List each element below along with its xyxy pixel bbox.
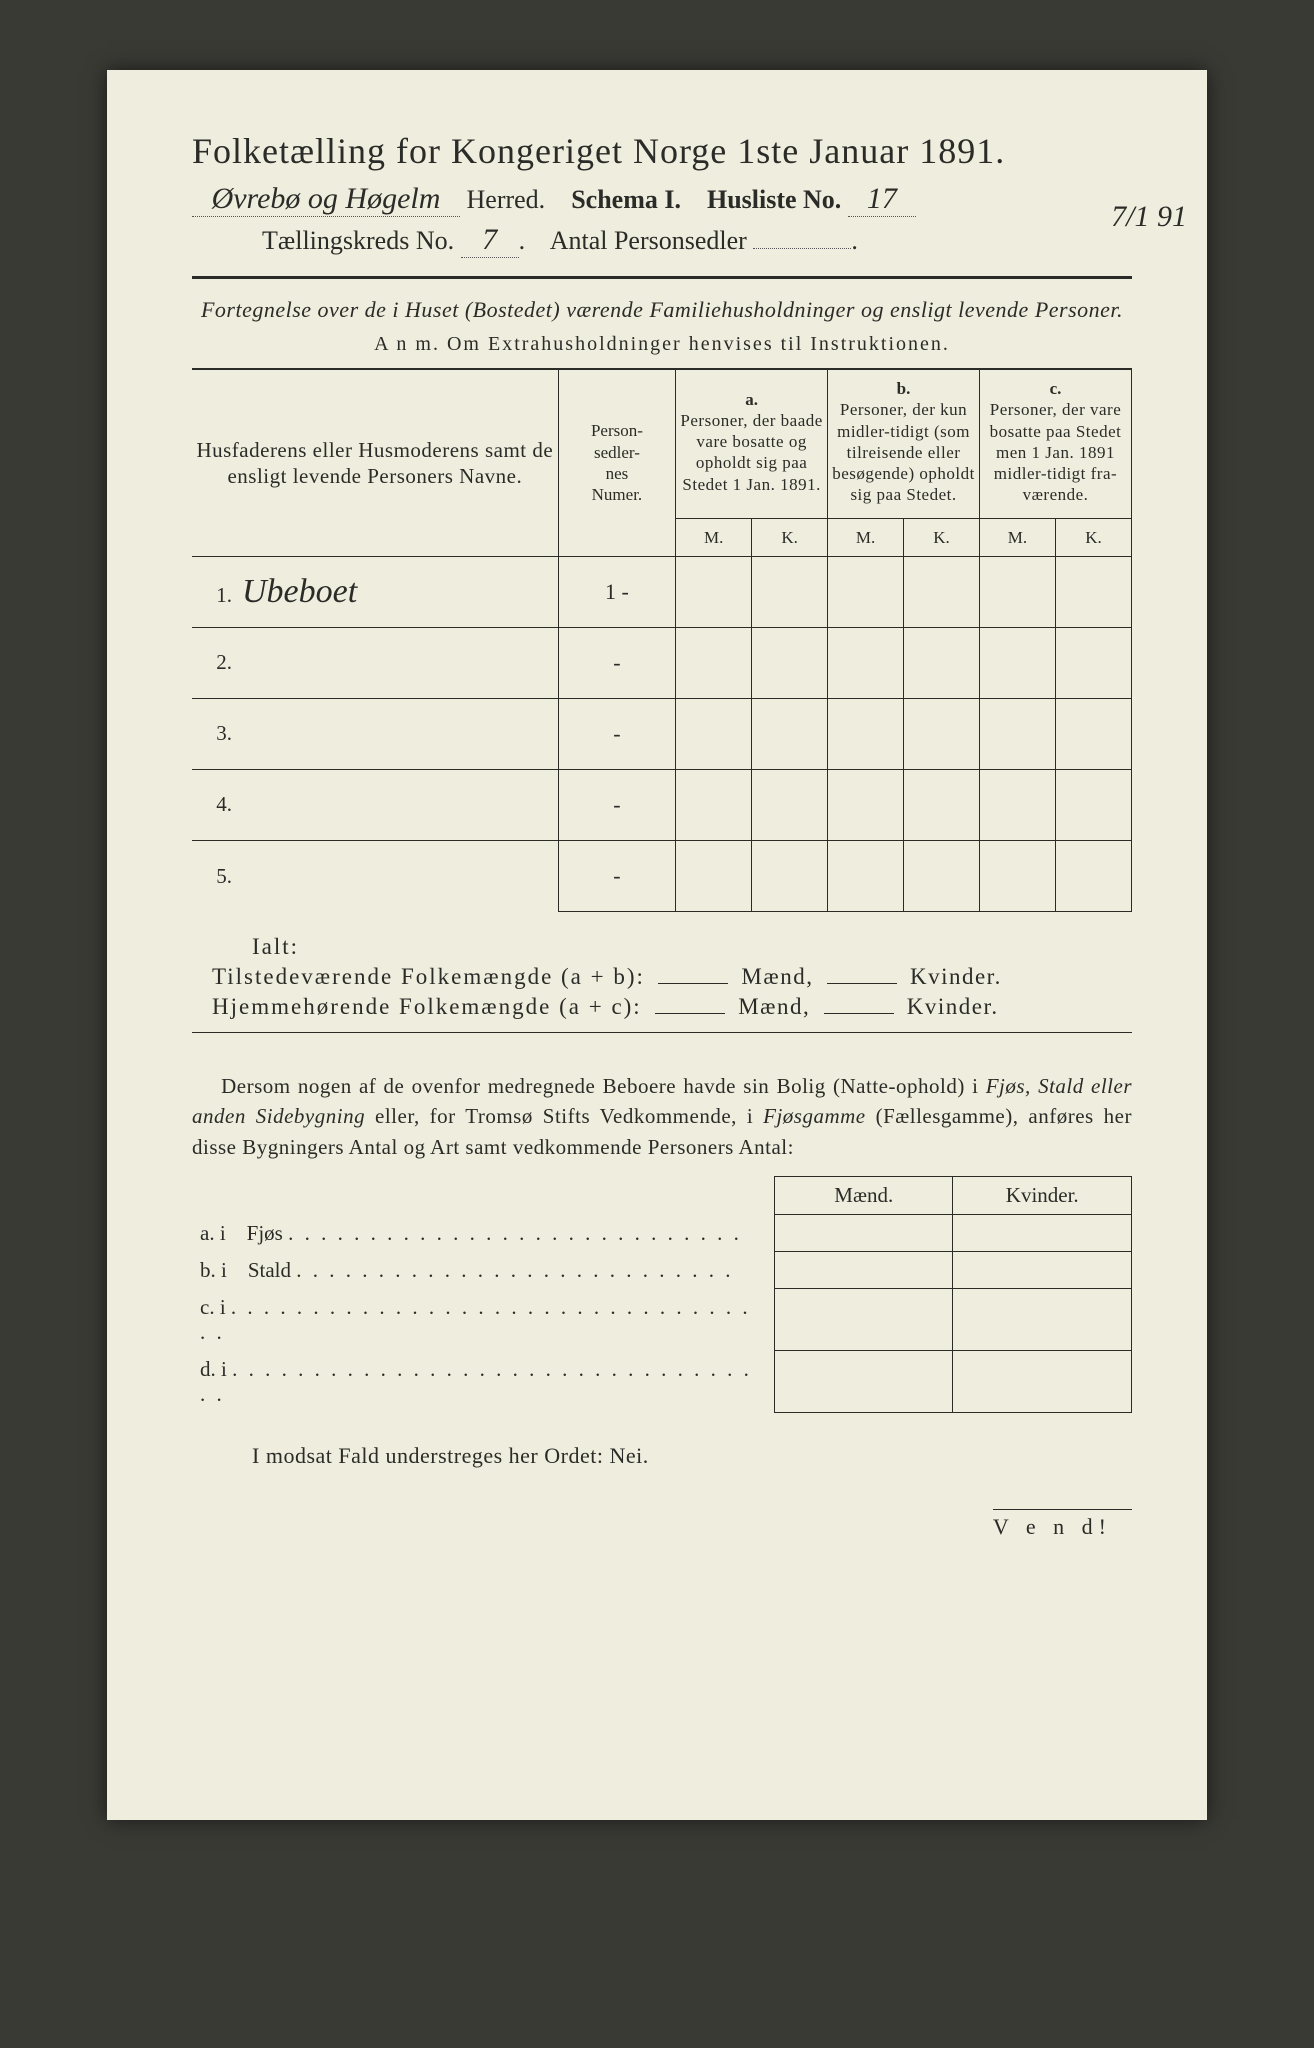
header-row-2: Tællingskreds No. 7. Antal Personsedler … [192, 223, 1132, 258]
col-a-k: K. [752, 518, 828, 556]
row-number: 3. [206, 721, 232, 746]
row-name: Ubeboet [242, 573, 357, 611]
lower-row: a. i Fjøs . . . . . . . . . . . . . . . … [192, 1215, 1132, 1252]
maend-label: Mænd, [741, 964, 813, 989]
row-sedler: - [613, 721, 620, 746]
col-a-m: M. [676, 518, 752, 556]
col-c-m: M. [979, 518, 1055, 556]
personsedler-label: Antal Personsedler [550, 226, 747, 255]
lower-label: Stald [248, 1258, 291, 1282]
lower-head-m: Mænd. [774, 1177, 953, 1215]
header-row-1: Øvrebø og Høgelm Herred. Schema I. Husli… [192, 182, 1132, 217]
lower-label: Fjøs [247, 1221, 283, 1245]
lower-head-k: Kvinder. [953, 1177, 1132, 1215]
col-c-text: Personer, der vare bosatte paa Stedet me… [990, 400, 1122, 504]
row-number: 4. [206, 792, 232, 817]
sum-ac-label: Hjemmehørende Folkemængde (a + c): [212, 994, 642, 1019]
kreds-label: Tællingskreds No. [262, 226, 454, 255]
row-sedler: - [613, 650, 620, 675]
col-c-letter: c. [1050, 379, 1062, 398]
lower-lead: d. i [200, 1357, 227, 1381]
side-building-table: Mænd. Kvinder. a. i Fjøs . . . . . . . .… [192, 1176, 1132, 1413]
row-sedler: - [613, 792, 620, 817]
sum-ab-label: Tilstedeværende Folkemængde (a + b): [212, 964, 645, 989]
col-b-text: Personer, der kun midler-tidigt (som til… [832, 400, 975, 504]
kreds-no: 7 [461, 223, 519, 258]
row-number: 1. [206, 583, 232, 608]
divider-1 [192, 276, 1132, 279]
dots: . . . . . . . . . . . . . . . . . . . . … [288, 1221, 742, 1245]
household-table: Husfaderens eller Husmoderens samt de en… [192, 369, 1132, 912]
personsedler-value [753, 248, 851, 249]
kvinder-label: Kvinder. [907, 994, 999, 1019]
col-b-letter: b. [897, 379, 911, 398]
form-title: Folketælling for Kongeriget Norge 1ste J… [192, 130, 1132, 172]
col-c-k: K. [1055, 518, 1131, 556]
lower-lead: c. i [200, 1295, 226, 1319]
row-sedler: - [613, 863, 620, 888]
ialt-label: Ialt: [252, 934, 1132, 960]
row-number: 2. [206, 650, 232, 675]
row-sedler: 1 - [605, 579, 629, 604]
husliste-no: 17 [848, 182, 916, 217]
form-anm: A n m. Om Extrahusholdninger henvises ti… [192, 333, 1132, 356]
col-names-text: Husfaderens eller Husmoderens samt de en… [196, 438, 553, 488]
husliste-label: Husliste No. [707, 185, 841, 214]
sum-line-ab: Tilstedeværende Folkemængde (a + b): Mæn… [212, 964, 1132, 990]
maend-label: Mænd, [738, 994, 810, 1019]
table-row: 3. - [192, 698, 1132, 769]
col-b-k: K. [904, 518, 980, 556]
col-b-m: M. [828, 518, 904, 556]
col-header-sedler: Person- sedler- nes Numer. [558, 370, 676, 557]
lower-row: b. i Stald . . . . . . . . . . . . . . .… [192, 1252, 1132, 1289]
table-row: 2. - [192, 627, 1132, 698]
divider-3 [192, 1032, 1132, 1033]
para-part1: Dersom nogen af de ovenfor medregnede Be… [221, 1074, 986, 1098]
kvinder-label: Kvinder. [910, 964, 1002, 989]
blank-field [824, 1013, 894, 1014]
dots: . . . . . . . . . . . . . . . . . . . . … [200, 1295, 751, 1344]
col-a-text: Personer, der baade vare bosatte og opho… [680, 411, 822, 494]
schema-label: Schema I. [571, 185, 681, 214]
row-number: 5. [206, 864, 232, 889]
herred-label: Herred. [467, 185, 546, 214]
form-subtitle: Fortegnelse over de i Huset (Bostedet) v… [192, 297, 1132, 323]
sum-line-ac: Hjemmehørende Folkemængde (a + c): Mænd,… [212, 994, 1132, 1020]
col-a-group: a. Personer, der baade vare bosatte og o… [676, 370, 828, 514]
blank-field [658, 983, 728, 984]
col-a-letter: a. [745, 390, 758, 409]
lower-row: d. i . . . . . . . . . . . . . . . . . .… [192, 1351, 1132, 1413]
col-header-names: Husfaderens eller Husmoderens samt de en… [192, 370, 558, 557]
vend-label: V e n d! [993, 1509, 1132, 1540]
side-building-paragraph: Dersom nogen af de ovenfor medregnede Be… [192, 1071, 1132, 1162]
anm-text: A n m. Om Extrahusholdninger henvises ti… [374, 333, 950, 355]
table-row: 4. - [192, 769, 1132, 840]
dots: . . . . . . . . . . . . . . . . . . . . … [296, 1258, 733, 1282]
col-b-group: b. Personer, der kun midler-tidigt (som … [828, 370, 980, 514]
nei-line: I modsat Fald understreges her Ordet: Ne… [252, 1443, 1132, 1469]
census-form-paper: Folketælling for Kongeriget Norge 1ste J… [107, 70, 1207, 1820]
table-row: 5. - [192, 840, 1132, 911]
table-row: 1. Ubeboet 1 - [192, 556, 1132, 627]
herred-fill: Øvrebø og Høgelm [192, 182, 460, 217]
para-part2: eller, for Tromsø Stifts Vedkommende, i [365, 1104, 763, 1128]
col-c-group: c. Personer, der vare bosatte paa Stedet… [979, 370, 1131, 514]
lower-lead: a. i [200, 1221, 226, 1245]
margin-date: 7/1 91 [1111, 200, 1187, 234]
lower-row: c. i . . . . . . . . . . . . . . . . . .… [192, 1289, 1132, 1351]
blank-field [655, 1013, 725, 1014]
blank-field [827, 983, 897, 984]
dots: . . . . . . . . . . . . . . . . . . . . … [200, 1357, 752, 1406]
lower-lead: b. i [200, 1258, 227, 1282]
para-ital2: Fjøsgamme [763, 1104, 866, 1128]
